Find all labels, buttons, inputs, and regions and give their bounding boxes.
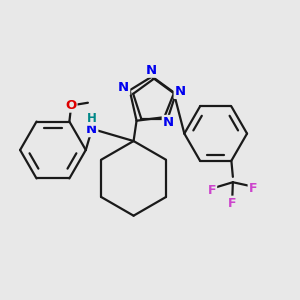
Text: N: N xyxy=(175,85,186,98)
Text: N: N xyxy=(86,123,97,136)
Text: N: N xyxy=(163,116,174,129)
Text: F: F xyxy=(249,182,257,195)
Text: N: N xyxy=(146,64,157,77)
Text: N: N xyxy=(118,81,129,94)
Text: F: F xyxy=(208,184,216,197)
Text: H: H xyxy=(87,112,97,125)
Text: F: F xyxy=(228,196,236,210)
Text: O: O xyxy=(65,99,76,112)
